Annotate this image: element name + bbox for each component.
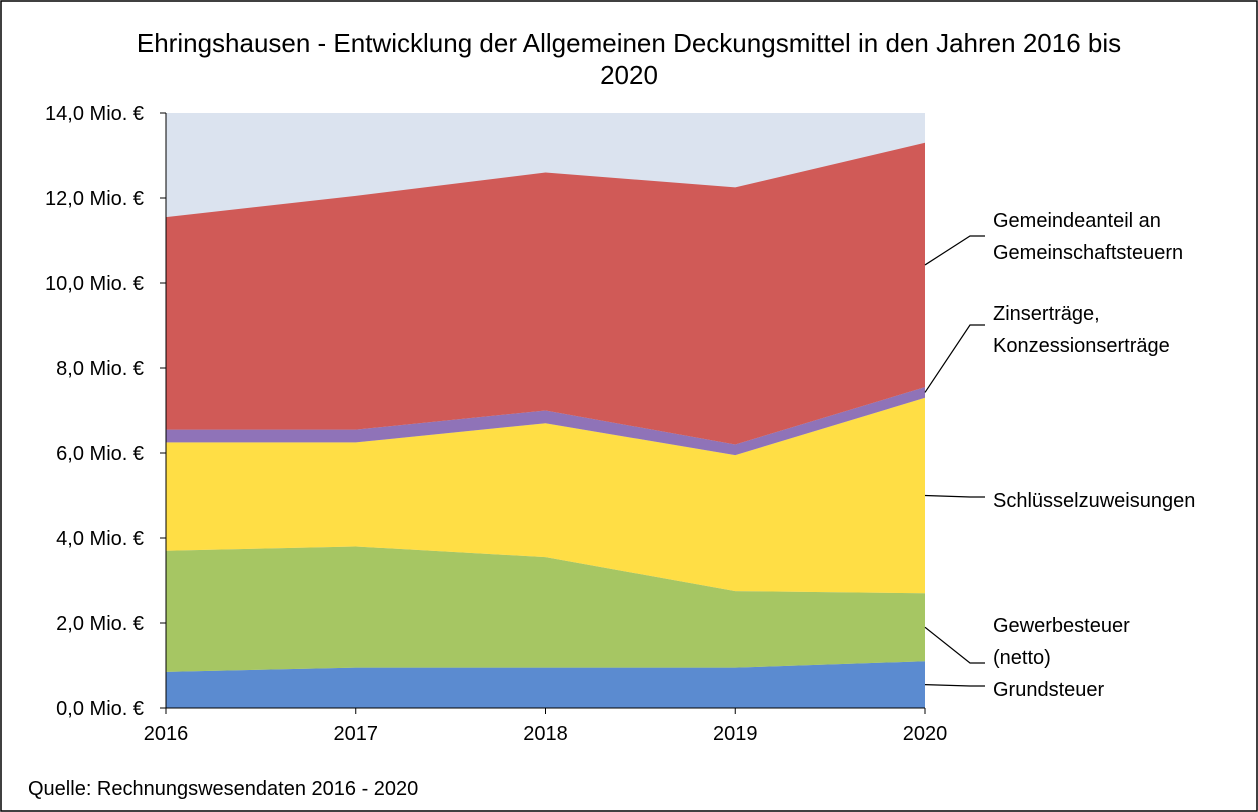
series-label: Schlüsselzuweisungen [993,490,1195,512]
area [166,142,925,445]
y-tick-label: 12,0 Mio. € [45,188,144,210]
source: Quelle: Rechnungswesendaten 2016 - 2020 [28,778,418,800]
y-tick-label: 6,0 Mio. € [56,443,144,465]
x-tick-label: 2019 [713,723,758,745]
area [166,661,925,708]
series-label: Gewerbesteuer (netto) [993,615,1130,669]
chart-title: Ehringshausen - Entwicklung der Allgemei… [137,28,1121,90]
area [166,546,925,672]
leader-line [924,324,985,393]
series-label: Grundsteuer [993,679,1105,701]
y-tick-label: 4,0 Mio. € [56,528,144,550]
x-tick-label: 2017 [334,723,379,745]
area [166,397,925,594]
series-label: Zinserträge, Konzessionserträge [993,303,1170,357]
x-tick-label: 2018 [523,723,568,745]
y-tick-label: 0,0 Mio. € [56,698,144,720]
y-tick-label: 8,0 Mio. € [56,358,144,380]
y-tick-label: 14,0 Mio. € [45,103,144,125]
area [166,387,925,456]
series-label: Gemeindeanteil an Gemeinschaftsteuern [993,210,1183,264]
leader-line [924,684,985,687]
y-tick-label: 10,0 Mio. € [45,273,144,295]
leader-line [924,626,985,664]
y-tick-label: 2,0 Mio. € [56,613,144,635]
x-tick-label: 2016 [144,723,189,745]
leader-line [924,235,985,266]
leader-line [924,494,985,498]
x-tick-label: 2020 [903,723,948,745]
